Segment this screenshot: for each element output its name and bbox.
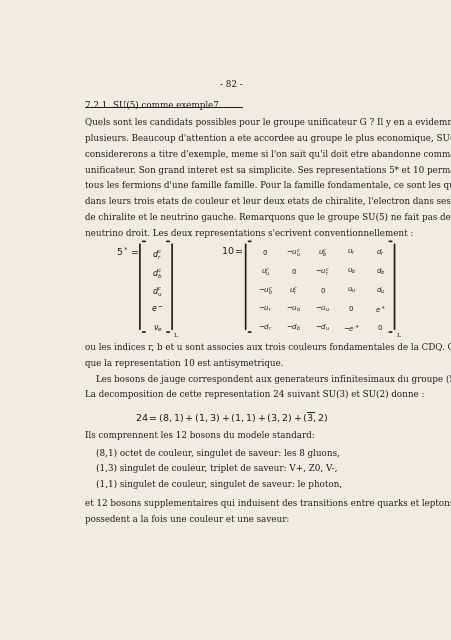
Text: Quels sont les candidats possibles pour le groupe unificateur G ? Il y en a evid: Quels sont les candidats possibles pour … <box>84 118 451 127</box>
Text: $-u_u^c$: $-u_u^c$ <box>286 248 301 260</box>
Text: $-u_b$: $-u_b$ <box>286 305 301 314</box>
Text: tous les fermions d'une famille famille. Pour la famille fondamentale, ce sont l: tous les fermions d'une famille famille.… <box>84 181 451 190</box>
Text: $u_u$: $u_u$ <box>346 285 355 295</box>
Text: La decomposition de cette representation 24 suivant SU(3) et SU(2) donne :: La decomposition de cette representation… <box>84 390 423 399</box>
Text: possedent a la fois une couleur et une saveur:: possedent a la fois une couleur et une s… <box>84 515 288 524</box>
Text: $-u_b^c$: $-u_b^c$ <box>257 285 272 298</box>
Text: (1,3) singulet de couleur, triplet de saveur: V+, Z0, V-,: (1,3) singulet de couleur, triplet de sa… <box>84 465 336 474</box>
Text: dans leurs trois etats de couleur et leur deux etats de chiralite, l'electron da: dans leurs trois etats de couleur et leu… <box>84 197 451 206</box>
Text: $u_r$: $u_r$ <box>346 248 355 257</box>
Text: $10 =$: $10 =$ <box>221 245 244 257</box>
Text: et 12 bosons supplementaires qui induisent des transitions entre quarks et lepto: et 12 bosons supplementaires qui induise… <box>84 499 451 508</box>
Text: 7.2.1  SU(5) comme exemple7.: 7.2.1 SU(5) comme exemple7. <box>84 100 221 109</box>
Text: $-e^+$: $-e^+$ <box>342 323 359 333</box>
Text: $d_b^c$: $d_b^c$ <box>152 267 163 280</box>
Text: $-u_r^c$: $-u_r^c$ <box>314 267 330 279</box>
Text: $\nu_e$: $\nu_e$ <box>152 323 162 333</box>
Text: (1,1) singulet de couleur, singulet de saveur: le photon,: (1,1) singulet de couleur, singulet de s… <box>84 480 341 489</box>
Text: Les bosons de jauge correspondent aux generateurs infinitesimaux du groupe (5² -: Les bosons de jauge correspondent aux ge… <box>84 374 451 383</box>
Text: $0$: $0$ <box>319 285 325 295</box>
Text: $24 = (8,1) + (1,3) + (1,1) + (3,2) + (\overline{3},2)$: $24 = (8,1) + (1,3) + (1,1) + (3,2) + (\… <box>135 411 327 425</box>
Text: L: L <box>396 333 400 338</box>
Text: $d_r^c$: $d_r^c$ <box>152 248 163 262</box>
Text: $u_u^c$: $u_u^c$ <box>260 267 269 279</box>
Text: $d_u$: $d_u$ <box>375 285 384 296</box>
Text: (8,1) octet de couleur, singulet de saveur: les 8 gluons,: (8,1) octet de couleur, singulet de save… <box>84 449 339 458</box>
Text: $5^* =$: $5^* =$ <box>115 245 138 258</box>
Text: unificateur. Son grand interet est sa simplicite. Ses representations 5* et 10 p: unificateur. Son grand interet est sa si… <box>84 166 451 175</box>
Text: neutrino droit. Les deux representations s'ecrivent conventionnellement :: neutrino droit. Les deux representations… <box>84 228 412 237</box>
Text: $-d_b$: $-d_b$ <box>286 323 301 333</box>
Text: $-u_u$: $-u_u$ <box>314 305 330 314</box>
Text: $-u_r$: $-u_r$ <box>258 305 272 314</box>
Text: $d_r$: $d_r$ <box>375 248 384 259</box>
Text: $0$: $0$ <box>262 248 268 257</box>
Text: $u_b$: $u_b$ <box>346 267 355 276</box>
Text: $e^+$: $e^+$ <box>374 305 385 315</box>
Text: Ils comprennent les 12 bosons du modele standard:: Ils comprennent les 12 bosons du modele … <box>84 431 313 440</box>
Text: L: L <box>174 333 177 338</box>
Text: de chiralite et le neutrino gauche. Remarquons que le groupe SU(5) ne fait pas d: de chiralite et le neutrino gauche. Rema… <box>84 213 451 222</box>
Text: que la representation 10 est antisymetrique.: que la representation 10 est antisymetri… <box>84 358 282 368</box>
Text: $0$: $0$ <box>290 267 296 276</box>
Text: plusieurs. Beaucoup d'attention a ete accordee au groupe le plus economique, SU(: plusieurs. Beaucoup d'attention a ete ac… <box>84 134 451 143</box>
Text: $u_r^c$: $u_r^c$ <box>289 285 298 298</box>
Text: $d_b$: $d_b$ <box>375 267 384 277</box>
Text: $d_u^c$: $d_u^c$ <box>152 285 163 300</box>
Text: - 82 -: - 82 - <box>220 80 243 89</box>
Text: $e^-$: $e^-$ <box>151 305 164 314</box>
Text: $u_b^c$: $u_b^c$ <box>318 248 327 260</box>
Text: considererons a titre d'exemple, meme si l'on sait qu'il doit etre abandonne com: considererons a titre d'exemple, meme si… <box>84 150 451 159</box>
Text: $-d_r$: $-d_r$ <box>258 323 272 333</box>
Text: ou les indices r, b et u sont associes aux trois couleurs fondamentales de la CD: ou les indices r, b et u sont associes a… <box>84 343 451 352</box>
Text: $-d_u$: $-d_u$ <box>314 323 330 333</box>
Text: $0$: $0$ <box>376 323 382 332</box>
Text: $0$: $0$ <box>348 305 354 314</box>
